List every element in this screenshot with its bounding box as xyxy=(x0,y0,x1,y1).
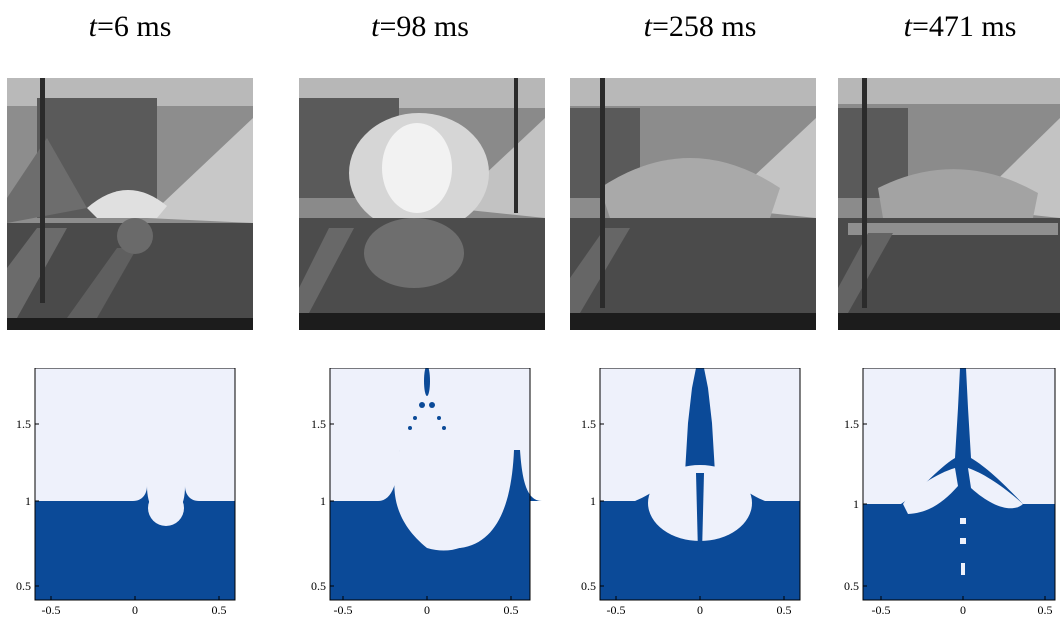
liquid-region xyxy=(35,486,235,600)
x-tick-label: 0.5 xyxy=(212,603,227,617)
frame-title-4: t=471 ms xyxy=(860,10,1060,44)
y-tick-label: 0.5 xyxy=(16,579,31,593)
y-tick-label: 1.5 xyxy=(844,417,859,431)
x-tick-label: -0.5 xyxy=(42,603,61,617)
y-tick-label: 1 xyxy=(590,494,596,508)
simulation-panel-2: 1.5 1 0.5 -0.5 0 0.5 xyxy=(311,368,542,617)
y-tick-label: 1 xyxy=(25,494,31,508)
time-value: =6 ms xyxy=(96,10,172,43)
x-tick-label: 0 xyxy=(960,603,966,617)
time-symbol: t xyxy=(88,10,97,43)
y-tick-label: 1.5 xyxy=(311,417,326,431)
x-tick-label: -0.5 xyxy=(872,603,891,617)
y-tick-label: 1 xyxy=(853,497,859,511)
x-tick-label: 0 xyxy=(424,603,430,617)
y-tick-label: 1.5 xyxy=(16,417,31,431)
experiment-photo-3 xyxy=(570,78,816,330)
x-tick-label: 0.5 xyxy=(1038,603,1053,617)
simulation-panel-4: 1.5 1 0.5 -0.5 0 0.5 xyxy=(844,368,1056,617)
y-tick-label: 0.5 xyxy=(844,579,859,593)
time-value: =471 ms xyxy=(911,10,1017,43)
time-value: =258 ms xyxy=(651,10,757,43)
frame-title-3: t=258 ms xyxy=(600,10,800,44)
simulation-panel-1: 1.5 1 0.5 -0.5 0 0.5 xyxy=(16,368,236,617)
experiment-photo-4 xyxy=(838,78,1060,330)
experiment-photo-1 xyxy=(7,78,253,330)
frame-title-2: t=98 ms xyxy=(320,10,520,44)
experiment-photo-2 xyxy=(299,78,545,330)
x-tick-label: 0.5 xyxy=(777,603,792,617)
x-tick-label: -0.5 xyxy=(607,603,626,617)
frame-title-1: t=6 ms xyxy=(30,10,230,44)
time-symbol: t xyxy=(903,10,912,43)
simulation-panel-3: 1.5 1 0.5 -0.5 0 0.5 xyxy=(581,368,801,617)
y-tick-label: 1 xyxy=(320,494,326,508)
y-tick-label: 0.5 xyxy=(581,579,596,593)
x-tick-label: 0.5 xyxy=(504,603,519,617)
time-symbol: t xyxy=(643,10,652,43)
y-tick-label: 0.5 xyxy=(311,579,326,593)
x-tick-label: 0 xyxy=(132,603,138,617)
time-value: =98 ms xyxy=(379,10,469,43)
time-symbol: t xyxy=(371,10,380,43)
y-tick-label: 1.5 xyxy=(581,417,596,431)
x-tick-label: 0 xyxy=(697,603,703,617)
x-tick-label: -0.5 xyxy=(334,603,353,617)
